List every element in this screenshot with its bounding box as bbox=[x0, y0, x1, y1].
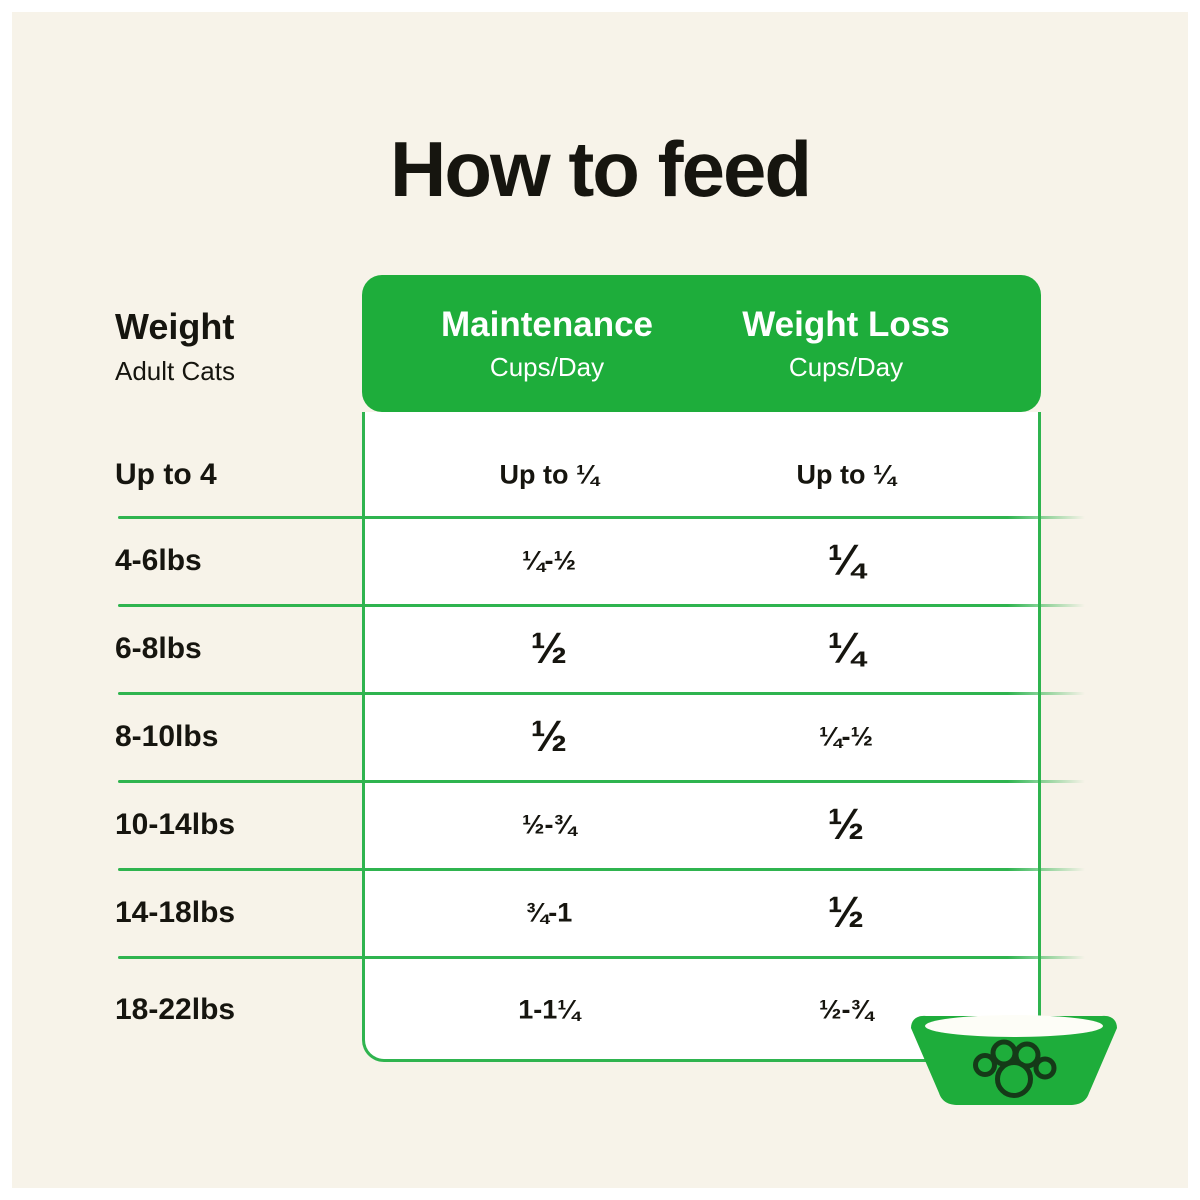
weight-column-header: Weight Adult Cats bbox=[115, 306, 235, 387]
maintenance-label: Maintenance bbox=[441, 304, 653, 344]
cell-weight-loss: ¼-½ bbox=[818, 721, 874, 752]
cell-maintenance: ½-¾ bbox=[521, 809, 577, 840]
table-row: Up to 4 Up to ¼ Up to ¼ bbox=[12, 412, 1188, 519]
row-weight-label: Up to 4 bbox=[115, 457, 217, 491]
row-weight-label: 8-10lbs bbox=[115, 720, 219, 753]
row-weight-label: 4-6lbs bbox=[115, 544, 202, 577]
cell-maintenance: ½ bbox=[530, 624, 568, 673]
cell-weight-loss: Up to ¼ bbox=[796, 459, 896, 489]
cell-maintenance: 1-1¼ bbox=[518, 994, 580, 1024]
table-row: 14-18lbs ¾-1 ½ bbox=[12, 869, 1188, 959]
cell-maintenance: ¼-½ bbox=[521, 545, 577, 576]
weight-loss-sublabel: Cups/Day bbox=[788, 351, 904, 382]
cell-maintenance: ½ bbox=[530, 712, 568, 761]
cell-weight-loss: ¼ bbox=[827, 536, 865, 585]
paw-print-icon bbox=[973, 1039, 1057, 1098]
weight-header-subtitle: Adult Cats bbox=[115, 356, 235, 386]
table-row: 8-10lbs ½ ¼-½ bbox=[12, 693, 1188, 783]
cell-maintenance: ¾-1 bbox=[525, 897, 573, 928]
cell-weight-loss: ½-¾ bbox=[818, 994, 874, 1024]
weight-loss-label: Weight Loss bbox=[742, 304, 950, 344]
weight-header-title: Weight bbox=[115, 306, 235, 347]
table-row: 18-22lbs 1-1¼ ½-¾ bbox=[12, 957, 1188, 1062]
table-row: 10-14lbs ½-¾ ½ bbox=[12, 781, 1188, 871]
table-column-headers: Maintenance Cups/Day Weight Loss Cups/Da… bbox=[362, 275, 1041, 412]
table-row: 4-6lbs ¼-½ ¼ bbox=[12, 517, 1188, 607]
table-row: 6-8lbs ½ ¼ bbox=[12, 605, 1188, 695]
column-header-maintenance: Maintenance Cups/Day bbox=[362, 275, 732, 412]
table-body bbox=[362, 412, 1041, 1062]
cell-weight-loss: ½ bbox=[827, 800, 865, 849]
bowl-rim bbox=[925, 1015, 1103, 1037]
page-title: How to feed bbox=[390, 125, 812, 213]
cell-weight-loss: ½ bbox=[827, 888, 865, 937]
maintenance-sublabel: Cups/Day bbox=[489, 351, 605, 382]
row-weight-label: 14-18lbs bbox=[115, 896, 236, 929]
row-weight-label: 10-14lbs bbox=[115, 808, 236, 841]
column-header-weight-loss: Weight Loss Cups/Day bbox=[696, 275, 996, 412]
row-weight-label: 6-8lbs bbox=[115, 632, 202, 665]
cell-maintenance: Up to ¼ bbox=[499, 459, 599, 489]
cell-weight-loss: ¼ bbox=[827, 624, 865, 673]
table-rows: Up to 4 Up to ¼ Up to ¼ 4-6lbs ¼-½ ¼ 6-8… bbox=[12, 412, 1188, 1062]
row-weight-label: 18-22lbs bbox=[115, 992, 236, 1026]
pet-bowl-icon bbox=[911, 1015, 1117, 1105]
